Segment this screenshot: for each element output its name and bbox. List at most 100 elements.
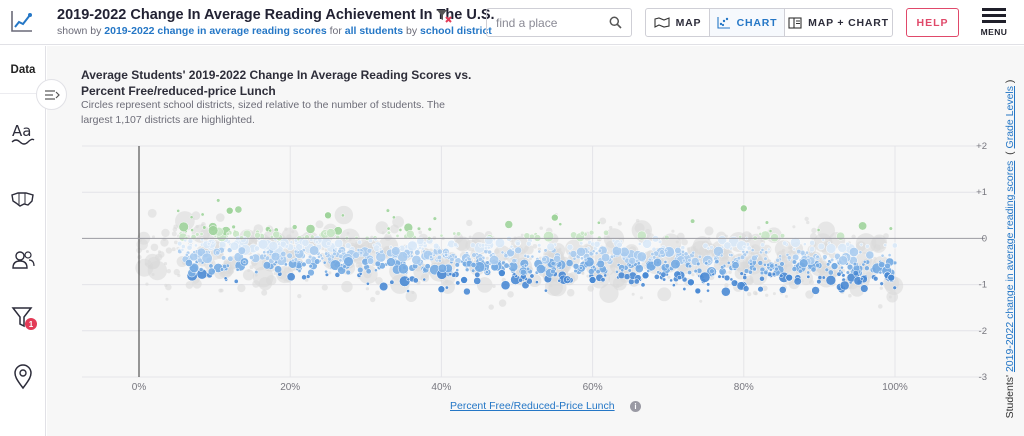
help-button[interactable]: HELP xyxy=(906,8,959,37)
district-point xyxy=(696,261,701,267)
district-point xyxy=(474,261,486,273)
district-point xyxy=(760,242,766,248)
background-district-point xyxy=(471,231,486,247)
subtitle-text: shown by xyxy=(57,25,105,37)
menu-button[interactable]: MENU xyxy=(979,8,1009,38)
district-point xyxy=(588,230,595,236)
district-point xyxy=(617,271,626,280)
background-district-point xyxy=(157,250,161,254)
sidebar-item-text[interactable]: Aa xyxy=(8,119,38,149)
district-point xyxy=(683,251,689,257)
map-view-button[interactable]: MAP xyxy=(646,9,710,36)
group-link[interactable]: all students xyxy=(344,25,404,37)
district-point xyxy=(249,255,254,260)
district-point xyxy=(566,243,574,251)
map-chart-view-button[interactable]: MAP + CHART xyxy=(785,9,892,36)
chart-title-line: Average Students' 2019-2022 Change In Av… xyxy=(81,68,472,82)
district-point xyxy=(573,268,578,274)
chart-view-button[interactable]: CHART xyxy=(710,9,785,36)
x-axis-label-link[interactable]: Percent Free/Reduced-Price Lunch xyxy=(450,400,615,412)
district-point xyxy=(295,243,303,251)
district-point xyxy=(391,246,401,256)
y-tick-label: +2 xyxy=(976,141,987,152)
x-tick-label: 100% xyxy=(882,382,908,393)
chart-description-line: largest 1,107 districts are highlighted. xyxy=(81,114,255,126)
sidebar-item-map[interactable] xyxy=(8,185,38,215)
district-point xyxy=(690,218,696,224)
background-district-point xyxy=(599,283,619,303)
district-point xyxy=(374,268,378,273)
district-point xyxy=(821,275,826,280)
district-point xyxy=(233,279,239,284)
y-axis-unit-link[interactable]: Grade Levels xyxy=(1004,86,1016,149)
sidebar-item-demographics[interactable] xyxy=(8,245,38,275)
district-point xyxy=(743,268,750,274)
district-point xyxy=(239,235,244,241)
district-point xyxy=(565,259,574,267)
district-point xyxy=(591,249,596,254)
sidebar-item-filter[interactable]: 1 xyxy=(8,303,38,333)
district-point xyxy=(388,245,393,250)
clear-filter-icon[interactable] xyxy=(436,8,452,24)
district-point xyxy=(322,260,327,265)
background-district-point xyxy=(645,228,651,234)
district-point xyxy=(752,266,757,272)
background-district-point xyxy=(765,293,769,297)
filter-icon xyxy=(11,307,33,328)
district-point xyxy=(878,270,883,275)
district-point xyxy=(691,250,696,255)
district-point xyxy=(699,271,711,283)
district-point xyxy=(365,268,372,275)
district-point xyxy=(485,260,490,265)
page-title: 2019-2022 Change In Average Reading Achi… xyxy=(57,7,495,23)
background-district-point xyxy=(539,226,543,230)
district-point xyxy=(739,204,748,213)
region-link[interactable]: school district xyxy=(420,25,492,37)
district-point xyxy=(739,254,746,260)
district-point xyxy=(769,263,775,269)
district-point xyxy=(176,209,181,213)
district-point xyxy=(878,261,886,269)
background-district-point xyxy=(381,231,385,235)
background-district-point xyxy=(155,253,163,261)
sidebar-item-location[interactable] xyxy=(8,362,38,392)
sidebar-data-label[interactable]: Data xyxy=(10,64,36,76)
district-point xyxy=(354,235,359,240)
district-point xyxy=(198,267,204,272)
district-point xyxy=(484,235,494,246)
district-point xyxy=(514,246,522,255)
district-point xyxy=(494,237,505,249)
search-icon[interactable] xyxy=(609,16,622,29)
chart-title-line: Percent Free/reduced-price Lunch xyxy=(81,84,276,98)
district-point xyxy=(822,254,828,260)
info-icon[interactable]: i xyxy=(630,401,641,412)
background-district-point xyxy=(523,244,534,255)
district-point xyxy=(289,240,294,244)
background-district-point xyxy=(147,208,157,218)
district-point xyxy=(477,256,483,262)
background-district-point xyxy=(249,265,254,270)
background-district-point xyxy=(315,220,324,229)
y-axis-metric-link[interactable]: 2019-2022 change in average reading scor… xyxy=(1004,160,1016,373)
metric-link[interactable]: 2019-2022 change in average reading scor… xyxy=(104,25,327,37)
app-logo-icon[interactable] xyxy=(10,9,34,35)
district-point xyxy=(526,277,533,285)
district-point xyxy=(669,278,673,283)
background-district-point xyxy=(566,288,575,297)
district-point xyxy=(185,259,193,267)
district-point xyxy=(880,253,885,258)
district-point xyxy=(221,255,227,261)
district-point xyxy=(460,276,468,284)
district-point xyxy=(324,272,329,277)
district-point xyxy=(806,274,811,279)
district-point xyxy=(357,266,364,274)
district-point xyxy=(192,250,197,255)
search-input[interactable] xyxy=(487,9,599,36)
background-district-point xyxy=(848,293,852,298)
x-tick-label: 40% xyxy=(431,382,451,393)
district-point xyxy=(180,247,185,252)
district-point xyxy=(337,248,343,254)
panel-toggle-button[interactable] xyxy=(36,79,67,110)
district-point xyxy=(759,275,765,282)
